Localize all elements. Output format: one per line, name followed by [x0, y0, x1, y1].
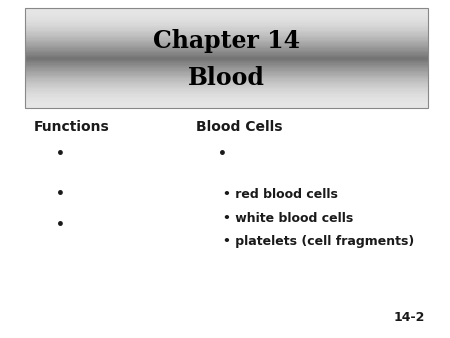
Bar: [25, 59, 427, 61]
Bar: [25, 64, 427, 66]
Bar: [25, 78, 427, 79]
Bar: [25, 8, 427, 10]
Bar: [25, 37, 427, 39]
Text: •: •: [218, 147, 227, 161]
Bar: [25, 83, 427, 84]
Text: •: •: [56, 187, 65, 201]
Bar: [25, 39, 427, 41]
Bar: [25, 100, 427, 102]
Text: •: •: [56, 147, 65, 161]
Bar: [25, 79, 427, 81]
Bar: [25, 26, 427, 27]
Bar: [25, 68, 427, 70]
Bar: [25, 87, 427, 88]
Bar: [25, 22, 427, 23]
Text: • platelets (cell fragments): • platelets (cell fragments): [223, 235, 414, 248]
Bar: [25, 53, 427, 54]
Text: • red blood cells: • red blood cells: [223, 188, 338, 201]
Bar: [25, 8, 427, 108]
Bar: [25, 34, 427, 36]
Bar: [25, 35, 427, 37]
Bar: [25, 46, 427, 47]
Bar: [25, 70, 427, 72]
Text: 14-2: 14-2: [394, 312, 425, 324]
Bar: [25, 49, 427, 51]
Bar: [25, 44, 427, 46]
Bar: [25, 94, 427, 96]
Text: • white blood cells: • white blood cells: [223, 212, 353, 224]
Bar: [25, 42, 427, 43]
Bar: [25, 95, 427, 97]
Bar: [25, 52, 427, 53]
Bar: [25, 33, 427, 34]
Bar: [25, 55, 427, 57]
Bar: [25, 9, 427, 11]
Bar: [25, 103, 427, 104]
Bar: [25, 77, 427, 78]
Bar: [25, 27, 427, 28]
Bar: [25, 80, 427, 82]
Bar: [25, 24, 427, 26]
Bar: [25, 47, 427, 48]
Bar: [25, 54, 427, 56]
Bar: [25, 73, 427, 74]
Text: •: •: [56, 218, 65, 232]
Bar: [25, 43, 427, 45]
Bar: [25, 21, 427, 22]
Bar: [25, 32, 427, 33]
Bar: [25, 89, 427, 91]
Bar: [25, 98, 427, 99]
Bar: [25, 86, 427, 87]
Bar: [25, 17, 427, 18]
Bar: [25, 82, 427, 83]
Bar: [25, 93, 427, 94]
Bar: [25, 62, 427, 63]
Bar: [25, 50, 427, 52]
Bar: [25, 104, 427, 106]
Bar: [25, 97, 427, 98]
Bar: [25, 90, 427, 92]
Bar: [25, 106, 427, 108]
Bar: [25, 99, 427, 101]
Bar: [25, 61, 427, 62]
Bar: [25, 19, 427, 21]
Bar: [25, 41, 427, 42]
Bar: [25, 63, 427, 65]
Bar: [25, 58, 427, 59]
Bar: [25, 67, 427, 68]
Bar: [25, 14, 427, 16]
Bar: [25, 48, 427, 50]
Bar: [25, 69, 427, 71]
Bar: [25, 88, 427, 90]
Bar: [25, 72, 427, 73]
Bar: [25, 75, 427, 77]
Bar: [25, 74, 427, 76]
Bar: [25, 28, 427, 30]
Text: Blood Cells: Blood Cells: [196, 120, 282, 134]
Bar: [25, 16, 427, 17]
Bar: [25, 30, 427, 32]
Bar: [25, 84, 427, 86]
Bar: [25, 10, 427, 12]
Bar: [25, 23, 427, 25]
Text: Chapter 14: Chapter 14: [153, 29, 300, 53]
Bar: [25, 66, 427, 67]
Bar: [25, 12, 427, 14]
Bar: [25, 29, 427, 31]
Bar: [25, 18, 427, 20]
Text: Functions: Functions: [34, 120, 109, 134]
Bar: [25, 13, 427, 15]
Bar: [25, 57, 427, 58]
Text: Blood: Blood: [188, 66, 265, 90]
Bar: [25, 92, 427, 93]
Bar: [25, 105, 427, 107]
Bar: [25, 102, 427, 103]
Bar: [25, 38, 427, 40]
